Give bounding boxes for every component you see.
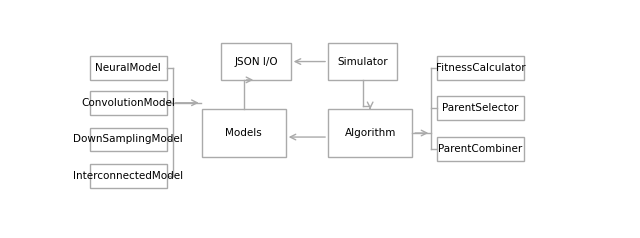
Text: FitnessCalculator: FitnessCalculator (436, 63, 525, 73)
FancyBboxPatch shape (90, 91, 167, 115)
Text: Algorithm: Algorithm (344, 128, 396, 138)
FancyBboxPatch shape (328, 109, 412, 157)
FancyBboxPatch shape (437, 56, 524, 80)
Text: NeuralModel: NeuralModel (95, 63, 161, 73)
Text: Models: Models (225, 128, 262, 138)
Text: ConvolutionModel: ConvolutionModel (81, 98, 175, 108)
FancyBboxPatch shape (437, 137, 524, 160)
Text: Simulator: Simulator (337, 57, 388, 67)
Text: ParentSelector: ParentSelector (442, 103, 518, 113)
Text: InterconnectedModel: InterconnectedModel (74, 171, 184, 181)
FancyBboxPatch shape (202, 109, 286, 157)
FancyBboxPatch shape (437, 96, 524, 120)
Text: JSON I/O: JSON I/O (234, 57, 278, 67)
Text: DownSamplingModel: DownSamplingModel (74, 134, 183, 144)
FancyBboxPatch shape (90, 128, 167, 151)
FancyBboxPatch shape (221, 43, 291, 80)
FancyBboxPatch shape (328, 43, 397, 80)
Text: ParentCombiner: ParentCombiner (438, 144, 523, 154)
FancyBboxPatch shape (90, 164, 167, 188)
FancyBboxPatch shape (90, 56, 167, 80)
